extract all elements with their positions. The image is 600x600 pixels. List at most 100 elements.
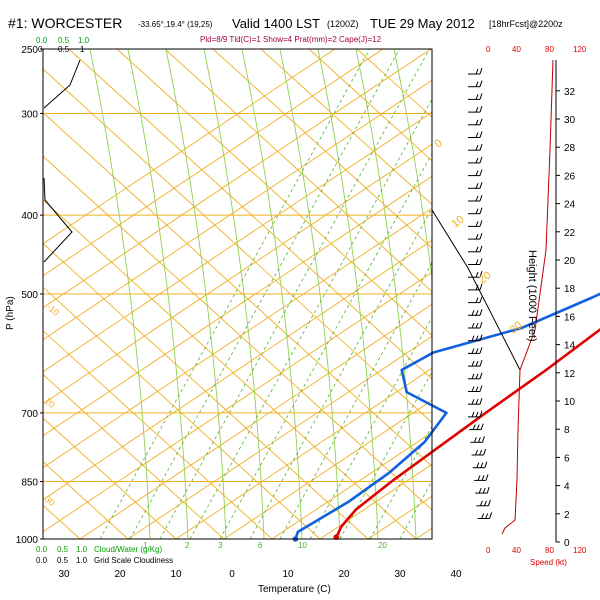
cloud-profile-upper	[43, 59, 81, 109]
grid-caption: Grid Scale Cloudiness	[94, 556, 173, 565]
adiabat-line	[260, 49, 432, 206]
temperature-tick-label: 20	[114, 569, 126, 580]
cloud-bottom-1: 0.5	[57, 545, 69, 554]
height-tick-label: 14	[564, 341, 576, 352]
dry-adiabat-label: 20	[43, 396, 57, 410]
adiabat-line	[164, 49, 432, 293]
temperature-tick-label: 10	[282, 569, 294, 580]
temperature-tick-label: 40	[450, 569, 462, 580]
pressure-tick-label: 850	[21, 478, 38, 489]
wind-barbs	[468, 67, 493, 519]
height-axis-title: Height (1000 Feet)	[526, 250, 538, 342]
wind-barb	[468, 347, 483, 354]
adiabat-line	[212, 49, 432, 249]
wind-barb	[468, 398, 483, 405]
pressure-tick-label: 500	[21, 290, 38, 301]
wind-barb	[468, 207, 483, 215]
mixing-ratio-label: 1	[143, 541, 148, 550]
height-tick-label: 10	[564, 397, 576, 408]
wind-barb	[468, 156, 483, 164]
mixing-ratio-label: 6	[258, 541, 263, 550]
isotherm-line	[223, 399, 432, 539]
cloud-bottom-sub-2: 1.0	[76, 556, 88, 565]
wind-barb	[468, 169, 483, 177]
temperature-tick-label: 20	[338, 569, 350, 580]
temperature-tick-label: 0	[229, 569, 235, 580]
speed-top-0: 0	[486, 45, 491, 54]
pressure-tick-label: 300	[21, 109, 38, 120]
cloud-top-2: 1.0	[78, 36, 90, 45]
wind-barb	[468, 359, 483, 367]
cloud-top-sub-1: 0.5	[58, 45, 70, 54]
height-tick-label: 18	[564, 284, 576, 295]
height-tick-label: 16	[564, 312, 576, 323]
speed-bottom-2: 80	[545, 546, 554, 555]
height-tick-label: 32	[564, 87, 576, 98]
wind-barb	[468, 105, 483, 113]
height-tick-label: 8	[564, 425, 570, 436]
profile-dewpoint	[294, 292, 600, 540]
wind-barb	[475, 486, 490, 494]
profile-temperature	[335, 327, 600, 538]
cloud-profile-lower	[43, 177, 73, 263]
wind-barb	[468, 283, 483, 291]
wind-barb	[468, 93, 483, 100]
wind-barb	[472, 461, 488, 469]
wind-barb	[468, 309, 483, 316]
cloud-scale-top: 0.0 0.5 1.0 0 0.5 1	[36, 36, 90, 54]
pressure-tick-label: 400	[21, 211, 38, 222]
speed-profile-line	[501, 59, 554, 535]
height-tick-label: 0	[564, 538, 570, 549]
height-tick-label: 28	[564, 143, 576, 154]
utc-time: (1200Z)	[327, 19, 359, 29]
valid-time: Valid 1400 LST	[232, 16, 320, 31]
height-tick-label: 2	[564, 510, 570, 521]
wind-barb	[468, 220, 483, 227]
height-tick-label: 24	[564, 200, 576, 211]
wind-barb	[468, 410, 483, 418]
wind-barb	[468, 67, 483, 75]
mixing-ratio-label: 3	[218, 541, 223, 550]
wind-barb	[468, 194, 483, 202]
speed-top-2: 80	[545, 45, 554, 54]
isotherm-line	[271, 431, 432, 539]
wind-barb	[468, 80, 483, 88]
temperature-tick-label: 30	[58, 569, 70, 580]
temperature-tick-label: 30	[394, 569, 406, 580]
cloud-top-sub-2: 1	[80, 45, 85, 54]
speed-bottom-1: 40	[512, 546, 521, 555]
isotherm-line	[43, 49, 336, 245]
grid-lines	[43, 49, 432, 539]
adiabat-line	[308, 49, 432, 162]
isotherm-label: 20	[476, 269, 493, 286]
isotherm-line	[43, 49, 384, 277]
wind-barb	[470, 436, 485, 443]
cloud-top-0: 0.0	[36, 36, 48, 45]
wind-barb	[468, 131, 483, 138]
wind-barb	[468, 144, 483, 151]
cloud-bottom-sub-0: 0.0	[36, 556, 48, 565]
wind-barb	[468, 245, 483, 253]
wind-barb	[476, 499, 491, 507]
moist-adiabat-line	[393, 49, 432, 282]
pressure-tick-label: 1000	[16, 535, 39, 546]
mixing-ratio-label: 20	[378, 541, 387, 550]
cloud-bottom-2: 1.0	[76, 545, 88, 554]
cloud-top-sub-0: 0	[38, 45, 43, 54]
cloud-scale-bottom: 0.0 0.5 1.0 Cloud/Water (g/Kg) 0.0 0.5 1…	[36, 545, 173, 565]
cloud-top-1: 0.5	[58, 36, 70, 45]
isotherm-line	[79, 303, 432, 539]
profiles	[292, 292, 600, 542]
mixing-caption: Cloud/Water (g/Kg)	[94, 545, 163, 554]
adiabat-line	[43, 417, 177, 539]
wind-barb	[474, 474, 489, 481]
temperature-tick-label: 10	[170, 569, 182, 580]
speed-top-3: 120	[573, 45, 587, 54]
wind-barb	[468, 258, 483, 265]
speed-top-1: 40	[512, 45, 521, 54]
wind-barb	[469, 423, 484, 431]
mixing-ratio-label: 10	[298, 541, 307, 550]
wind-barb	[468, 321, 483, 329]
